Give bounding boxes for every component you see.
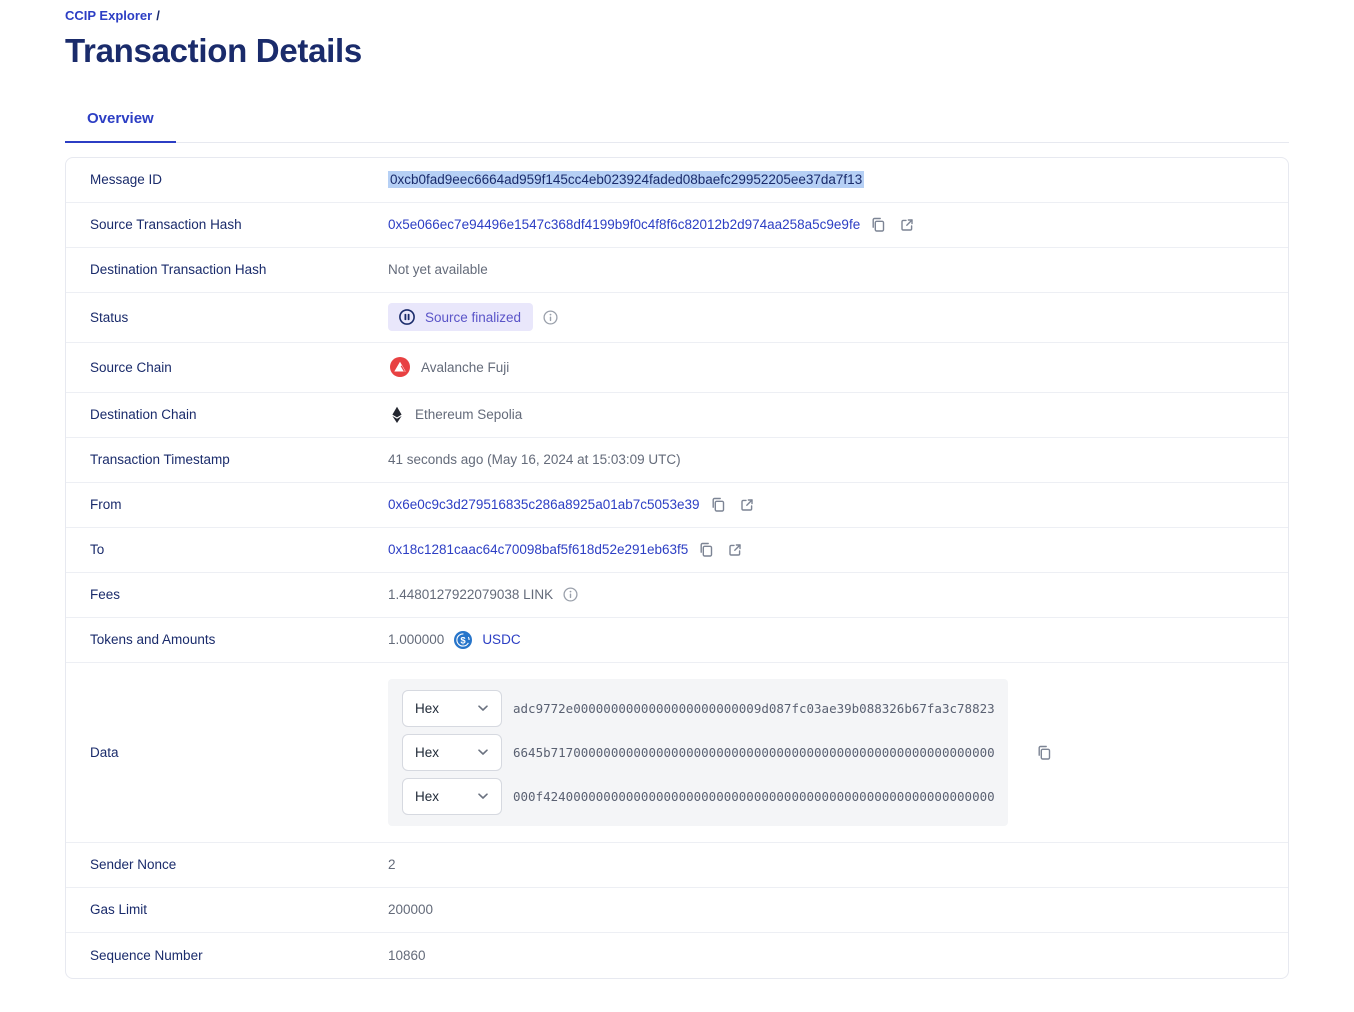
dest-tx-hash-label: Destination Transaction Hash: [90, 262, 267, 278]
source-tx-hash-link[interactable]: 0x5e066ec7e94496e1547c368df4199b9f0c4f8f…: [388, 217, 861, 233]
row-data: Data Hex adc9772e00000000000000000000000…: [66, 663, 1288, 843]
row-to: To 0x18c1281caac64c70098baf5f618d52e291e…: [66, 528, 1288, 573]
data-panel: Hex adc9772e0000000000000000000000009d08…: [388, 678, 1008, 826]
tab-overview[interactable]: Overview: [65, 110, 176, 143]
fees-value: 1.4480127922079038 LINK: [388, 587, 554, 603]
source-chain-label: Source Chain: [90, 359, 172, 375]
gas-limit-value: 200000: [388, 902, 434, 918]
row-from: From 0x6e0c9c3d279516835c286a8925a01ab7c…: [66, 483, 1288, 528]
status-progress-icon: [396, 308, 418, 326]
data-format-value: Hex: [415, 744, 440, 760]
status-badge: Source finalized: [388, 303, 534, 332]
dest-tx-hash-value: Not yet available: [388, 262, 488, 278]
data-format-value: Hex: [415, 700, 440, 716]
chevron-down-icon: [478, 705, 488, 712]
from-label: From: [90, 497, 122, 513]
data-line: Hex 6645b7170000000000000000000000000000…: [402, 733, 995, 771]
dest-chain-label: Destination Chain: [90, 407, 197, 423]
sequence-number-value: 10860: [388, 947, 426, 963]
ethereum-icon: [388, 406, 406, 424]
copy-icon[interactable]: [868, 216, 889, 233]
row-message-id: Message ID 0xcb0fad9eec6664ad959f145cc4e…: [66, 158, 1288, 203]
source-tx-hash-label: Source Transaction Hash: [90, 217, 242, 233]
message-id-label: Message ID: [90, 172, 163, 188]
external-link-icon[interactable]: [737, 497, 757, 513]
breadcrumb-separator: /: [156, 8, 160, 23]
tokens-label: Tokens and Amounts: [90, 632, 216, 648]
data-line: Hex adc9772e0000000000000000000000009d08…: [402, 689, 995, 727]
timestamp-value: 41 seconds ago (May 16, 2024 at 15:03:09…: [388, 452, 681, 468]
dest-chain-value: Ethereum Sepolia: [388, 406, 522, 424]
timestamp-label: Transaction Timestamp: [90, 452, 230, 468]
external-link-icon[interactable]: [897, 217, 917, 233]
data-format-select[interactable]: Hex: [402, 777, 502, 815]
data-hex-value: adc9772e0000000000000000000000009d087fc0…: [513, 700, 995, 716]
data-format-select[interactable]: Hex: [402, 689, 502, 727]
from-address-link[interactable]: 0x6e0c9c3d279516835c286a8925a01ab7c5053e…: [388, 497, 700, 513]
data-line: Hex 000f42400000000000000000000000000000…: [402, 777, 995, 815]
row-dest-chain: Destination Chain Ethereum Sepolia: [66, 393, 1288, 438]
breadcrumb-link-ccip-explorer[interactable]: CCIP Explorer: [65, 8, 153, 23]
row-status: Status Source finalized: [66, 293, 1288, 343]
source-chain-value: Avalanche Fuji: [388, 357, 510, 378]
data-format-value: Hex: [415, 788, 440, 804]
data-format-select[interactable]: Hex: [402, 733, 502, 771]
dest-chain-name: Ethereum Sepolia: [415, 407, 523, 423]
copy-icon[interactable]: [708, 496, 729, 513]
sender-nonce-label: Sender Nonce: [90, 857, 177, 873]
external-link-icon[interactable]: [725, 542, 745, 558]
page-title: Transaction Details: [65, 32, 362, 69]
row-tokens-and-amounts: Tokens and Amounts 1.000000 $ USDC: [66, 618, 1288, 663]
gas-limit-label: Gas Limit: [90, 902, 148, 918]
svg-text:$: $: [461, 635, 467, 646]
tab-bar: Overview: [65, 110, 1289, 143]
source-chain-name: Avalanche Fuji: [421, 359, 510, 375]
to-address-link[interactable]: 0x18c1281caac64c70098baf5f618d52e291eb63…: [388, 542, 689, 558]
breadcrumb: CCIP Explorer /: [65, 8, 1289, 23]
fees-info-icon[interactable]: [561, 587, 580, 602]
chevron-down-icon: [478, 749, 488, 756]
status-info-icon[interactable]: [541, 310, 560, 325]
chevron-down-icon: [478, 793, 488, 800]
row-dest-tx-hash: Destination Transaction Hash Not yet ava…: [66, 248, 1288, 293]
token-amount: 1.000000: [388, 632, 445, 648]
avalanche-icon: [388, 357, 412, 378]
row-sequence-number: Sequence Number 10860: [66, 933, 1288, 978]
row-gas-limit: Gas Limit 200000: [66, 888, 1288, 933]
to-label: To: [90, 542, 105, 558]
message-id-value: 0xcb0fad9eec6664ad959f145cc4eb023924fade…: [388, 171, 865, 189]
usdc-icon: $: [452, 630, 474, 649]
status-label: Status: [90, 309, 129, 325]
copy-icon[interactable]: [696, 541, 717, 558]
data-hex-value: 6645b71700000000000000000000000000000000…: [513, 744, 995, 760]
sequence-number-label: Sequence Number: [90, 947, 203, 963]
transaction-details-page: CCIP Explorer / Transaction Details Overv…: [65, 8, 1289, 979]
data-hex-value: 000f424000000000000000000000000000000000…: [513, 788, 995, 804]
sender-nonce-value: 2: [388, 857, 396, 873]
data-label: Data: [90, 744, 119, 760]
row-sender-nonce: Sender Nonce 2: [66, 843, 1288, 888]
fees-label: Fees: [90, 587, 121, 603]
row-timestamp: Transaction Timestamp 41 seconds ago (Ma…: [66, 438, 1288, 483]
token-symbol-link[interactable]: USDC: [482, 632, 521, 648]
row-source-tx-hash: Source Transaction Hash 0x5e066ec7e94496…: [66, 203, 1288, 248]
row-source-chain: Source Chain Avalanche Fuji: [66, 343, 1288, 393]
status-badge-text: Source finalized: [425, 309, 522, 325]
transaction-details-card: Message ID 0xcb0fad9eec6664ad959f145cc4e…: [65, 156, 1289, 979]
copy-icon[interactable]: [1034, 744, 1055, 761]
row-fees: Fees 1.4480127922079038 LINK: [66, 573, 1288, 618]
